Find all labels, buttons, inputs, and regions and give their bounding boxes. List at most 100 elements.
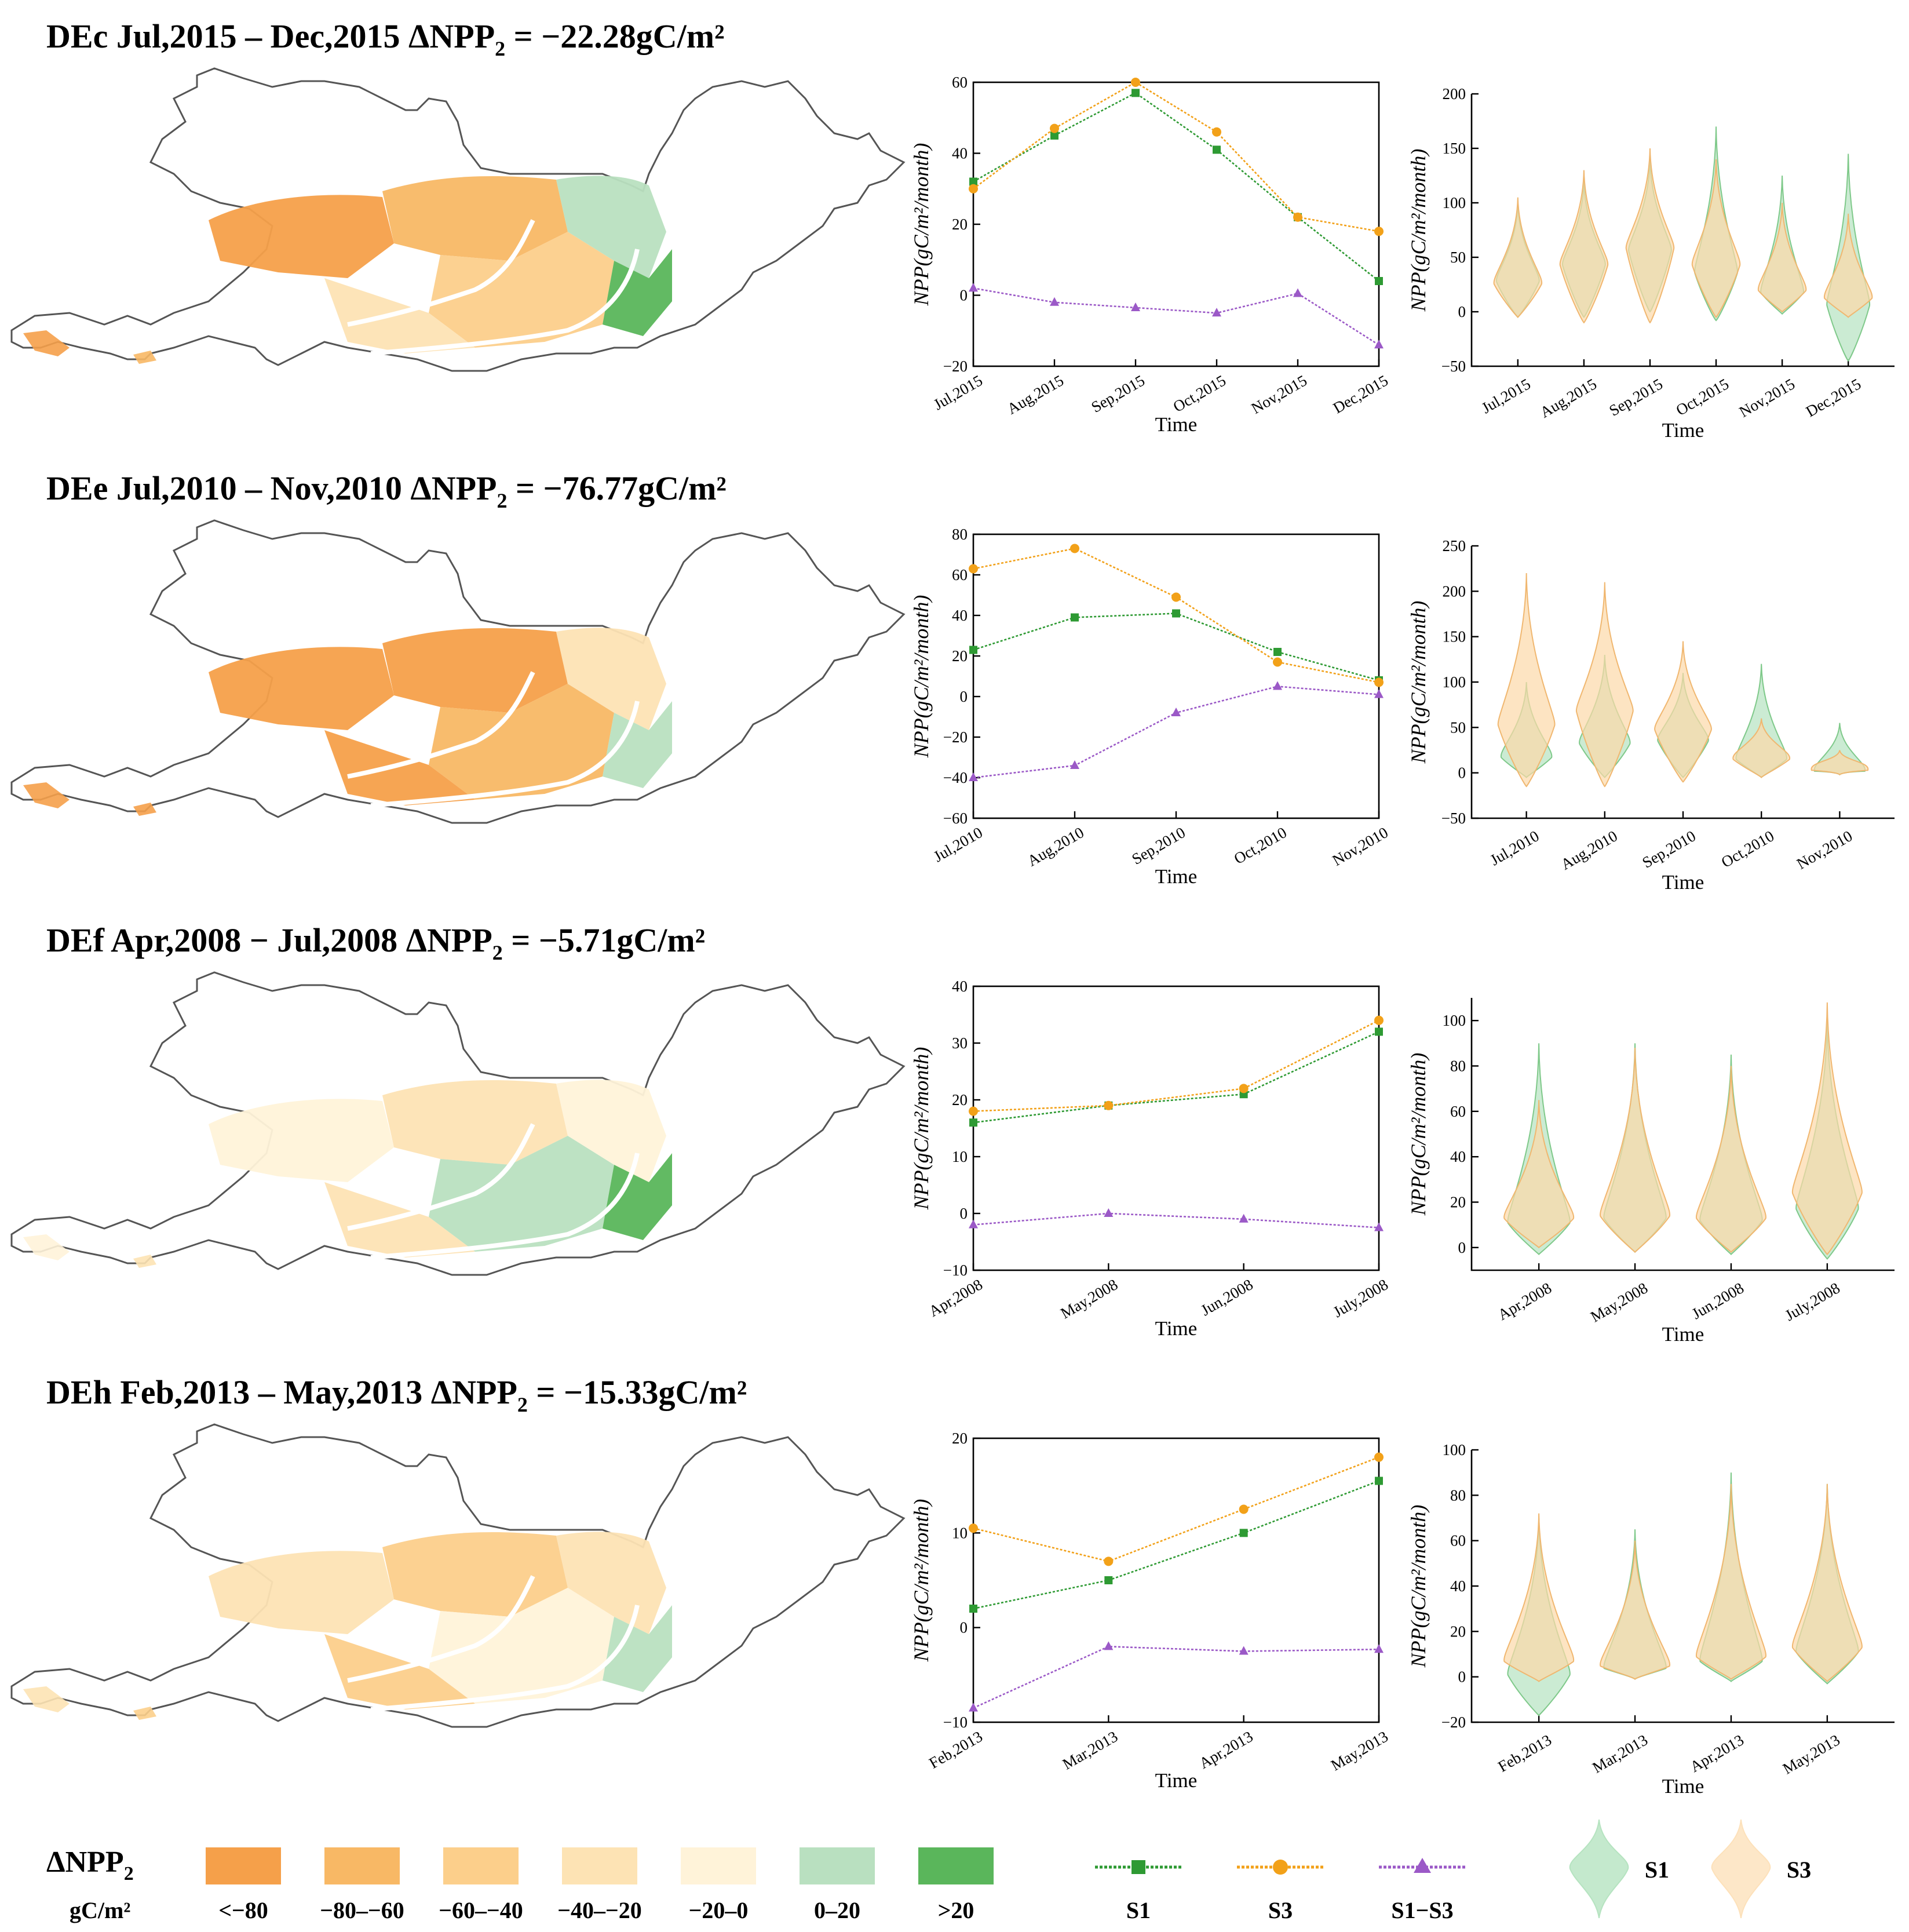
panel-title: DEe Jul,2010 – Nov,2010 ΔNPP2 = −76.77gC… bbox=[46, 469, 727, 512]
basin-outline bbox=[10, 67, 906, 372]
violin-S3 bbox=[1791, 1483, 1863, 1682]
basin-outline bbox=[10, 1423, 906, 1728]
map-region-patch bbox=[324, 730, 475, 805]
x-tick-label: Oct,2010 bbox=[1231, 823, 1290, 867]
legend: ΔNPP2 gC/m² <−80 −80–−60 −60–−40 −40–−20 −20–0… bbox=[46, 1819, 1811, 1923]
point-S1-S3 bbox=[1239, 1646, 1249, 1655]
point-S3 bbox=[1212, 127, 1221, 137]
map-region-patch bbox=[23, 1234, 70, 1260]
point-S1 bbox=[1375, 277, 1383, 285]
map-region-patch bbox=[429, 1588, 614, 1704]
y-axis-title: NPP(gC/m²/month) bbox=[1407, 601, 1430, 764]
x-tick-label: Oct,2015 bbox=[1673, 375, 1732, 419]
y-tick-label: 10 bbox=[952, 1524, 968, 1541]
y-tick-label: 200 bbox=[1443, 582, 1466, 600]
x-tick-label: Feb,2013 bbox=[926, 1727, 985, 1772]
x-tick-label: Jun,2008 bbox=[1198, 1275, 1256, 1319]
point-S1-S3 bbox=[1374, 1644, 1384, 1653]
y-axis-title: NPP(gC/m²/month) bbox=[1407, 1053, 1430, 1216]
x-tick-label: Nov,2010 bbox=[1794, 827, 1855, 873]
point-S3 bbox=[1050, 123, 1059, 133]
y-tick-label: 0 bbox=[960, 287, 968, 304]
y-tick-label: −20 bbox=[1441, 1714, 1466, 1731]
y-tick-label: −10 bbox=[943, 1262, 968, 1279]
series-line-S3 bbox=[973, 1456, 1379, 1562]
y-tick-label: 80 bbox=[952, 526, 968, 543]
violin-S3 bbox=[1497, 573, 1556, 788]
point-S1 bbox=[969, 1605, 977, 1613]
y-tick-label: 0 bbox=[960, 688, 968, 705]
x-tick-label: Jul,2010 bbox=[930, 823, 985, 865]
y-tick-label: 40 bbox=[952, 145, 968, 162]
legend-swatch bbox=[562, 1847, 637, 1884]
point-S3 bbox=[1239, 1084, 1249, 1093]
river-line bbox=[347, 219, 535, 327]
series-line-S3 bbox=[973, 1019, 1379, 1112]
violin-axes bbox=[1470, 998, 1895, 1271]
ndpp-map bbox=[10, 67, 906, 372]
legend-class-label: <−80 bbox=[218, 1897, 268, 1923]
point-S1-S3 bbox=[1131, 302, 1140, 311]
point-S1 bbox=[1172, 609, 1180, 618]
x-tick-label: Apr,2008 bbox=[926, 1275, 985, 1320]
y-tick-label: −20 bbox=[943, 728, 968, 746]
y-tick-label: 0 bbox=[1458, 1239, 1466, 1256]
point-S1 bbox=[1239, 1529, 1248, 1537]
y-tick-label: 20 bbox=[952, 647, 968, 665]
x-axis-title: Time bbox=[1155, 413, 1198, 436]
river-line bbox=[347, 1123, 535, 1231]
point-S1 bbox=[969, 646, 977, 654]
point-S1 bbox=[1375, 1477, 1383, 1485]
legend-class-label: −80–−60 bbox=[320, 1897, 404, 1923]
y-tick-label: 100 bbox=[1443, 1012, 1466, 1029]
series-line-S1−S3 bbox=[973, 1212, 1379, 1229]
point-S3 bbox=[1104, 1100, 1114, 1110]
x-tick-label: Sep,2010 bbox=[1129, 823, 1188, 868]
legend-series-label: S3 bbox=[1268, 1897, 1293, 1923]
violin-S3 bbox=[1791, 1002, 1863, 1255]
river-line bbox=[370, 1605, 640, 1712]
y-tick-label: 30 bbox=[952, 1034, 968, 1052]
x-axis-title: Time bbox=[1662, 419, 1704, 442]
basin-outline bbox=[10, 519, 906, 824]
map-region-patch bbox=[133, 1255, 156, 1268]
point-S1 bbox=[1375, 1027, 1383, 1036]
point-S1 bbox=[1213, 145, 1221, 154]
point-S1-S3 bbox=[1374, 689, 1384, 698]
legend-series-label: S1−S3 bbox=[1391, 1897, 1453, 1923]
violin-S3 bbox=[1600, 1048, 1671, 1253]
point-S3 bbox=[969, 1523, 978, 1533]
legend-violin bbox=[1569, 1819, 1629, 1919]
legend-class-label: −20–0 bbox=[689, 1897, 749, 1923]
line-chart-frame bbox=[972, 1437, 1380, 1723]
x-tick-label: Dec,2015 bbox=[1803, 375, 1864, 420]
point-S3 bbox=[969, 184, 978, 194]
y-axis-title: NPP(gC/m²/month) bbox=[910, 143, 933, 307]
point-S1-S3 bbox=[1104, 1208, 1114, 1217]
map-region-patch bbox=[429, 1136, 614, 1252]
ndpp-map bbox=[10, 519, 906, 824]
y-tick-label: 250 bbox=[1443, 537, 1466, 555]
violin-S3 bbox=[1625, 148, 1675, 324]
legend-swatch bbox=[681, 1847, 756, 1884]
x-axis-title: Time bbox=[1662, 871, 1704, 894]
violin-S3 bbox=[1757, 202, 1807, 313]
x-tick-label: Aug,2010 bbox=[1558, 827, 1620, 873]
y-tick-label: −10 bbox=[943, 1714, 968, 1731]
legend-marker bbox=[1131, 1860, 1145, 1874]
legend-violin-label: S1 bbox=[1645, 1857, 1669, 1883]
y-tick-label: 0 bbox=[1458, 764, 1466, 782]
line-chart-frame bbox=[972, 985, 1380, 1271]
violin-S3 bbox=[1600, 1540, 1671, 1680]
violin-S3 bbox=[1493, 197, 1543, 318]
series-line-S3 bbox=[973, 81, 1379, 232]
point-S1-S3 bbox=[969, 772, 978, 781]
x-tick-label: Sep,2010 bbox=[1639, 827, 1699, 872]
y-tick-label: 40 bbox=[1450, 1148, 1466, 1165]
legend-marker bbox=[1273, 1860, 1288, 1875]
y-tick-label: 0 bbox=[1458, 1668, 1466, 1686]
x-tick-label: Aug,2015 bbox=[1537, 375, 1600, 421]
y-tick-label: −20 bbox=[943, 358, 968, 375]
y-tick-label: 60 bbox=[952, 74, 968, 91]
y-tick-label: 150 bbox=[1443, 628, 1466, 646]
